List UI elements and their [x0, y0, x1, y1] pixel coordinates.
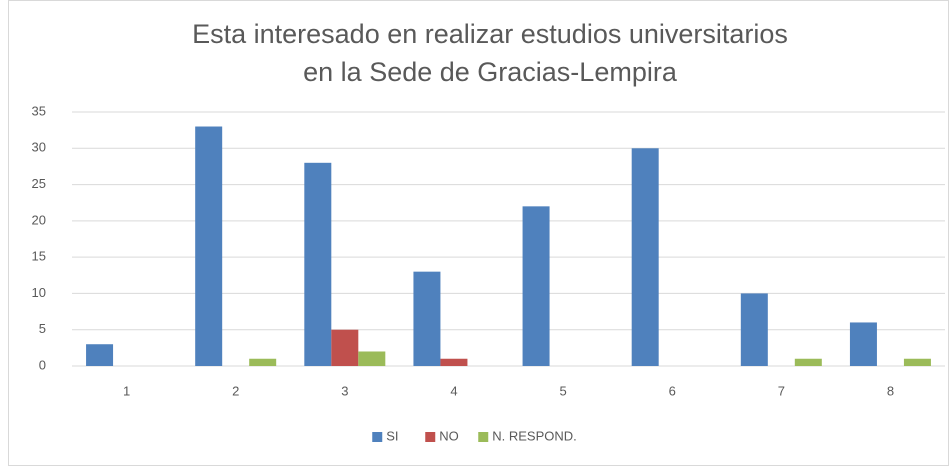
y-tick-label: 35: [32, 103, 46, 118]
bar: [903, 358, 931, 366]
x-tick-label: 2: [232, 383, 239, 398]
bar: [849, 322, 877, 366]
bar: [195, 126, 223, 366]
x-tick-label: 8: [887, 383, 894, 398]
y-tick-label: 30: [32, 140, 46, 155]
x-tick-label: 6: [669, 383, 676, 398]
legend-swatch: [372, 432, 383, 442]
legend-label: N. RESPOND.: [492, 428, 577, 443]
y-tick-label: 25: [32, 176, 46, 191]
y-tick-label: 0: [39, 357, 46, 372]
x-tick-label: 1: [123, 383, 130, 398]
y-tick-label: 10: [32, 285, 46, 300]
legend-label: NO: [439, 428, 459, 443]
bar: [331, 329, 359, 366]
bar: [522, 206, 550, 366]
legend-swatch: [425, 432, 436, 442]
x-tick-label: 7: [778, 383, 785, 398]
legend-swatch: [478, 432, 489, 442]
y-tick-label: 20: [32, 212, 46, 227]
bar: [631, 148, 659, 366]
x-tick-label: 3: [341, 383, 348, 398]
x-tick-label: 4: [450, 383, 457, 398]
y-tick-label: 5: [39, 321, 46, 336]
bar: [794, 358, 822, 366]
bar: [358, 351, 386, 366]
bar: [249, 358, 277, 366]
y-tick-label: 15: [32, 249, 46, 264]
bar: [304, 162, 332, 366]
legend-label: SI: [386, 428, 398, 443]
bar: [440, 358, 468, 366]
chart-border: [8, 0, 949, 466]
bar: [86, 344, 114, 366]
bar: [740, 293, 768, 366]
chart-title: Esta interesado en realizar estudios uni…: [192, 19, 788, 49]
x-tick-label: 5: [559, 383, 566, 398]
chart-title: en la Sede de Gracias-Lempira: [303, 57, 678, 87]
bar: [413, 271, 441, 366]
